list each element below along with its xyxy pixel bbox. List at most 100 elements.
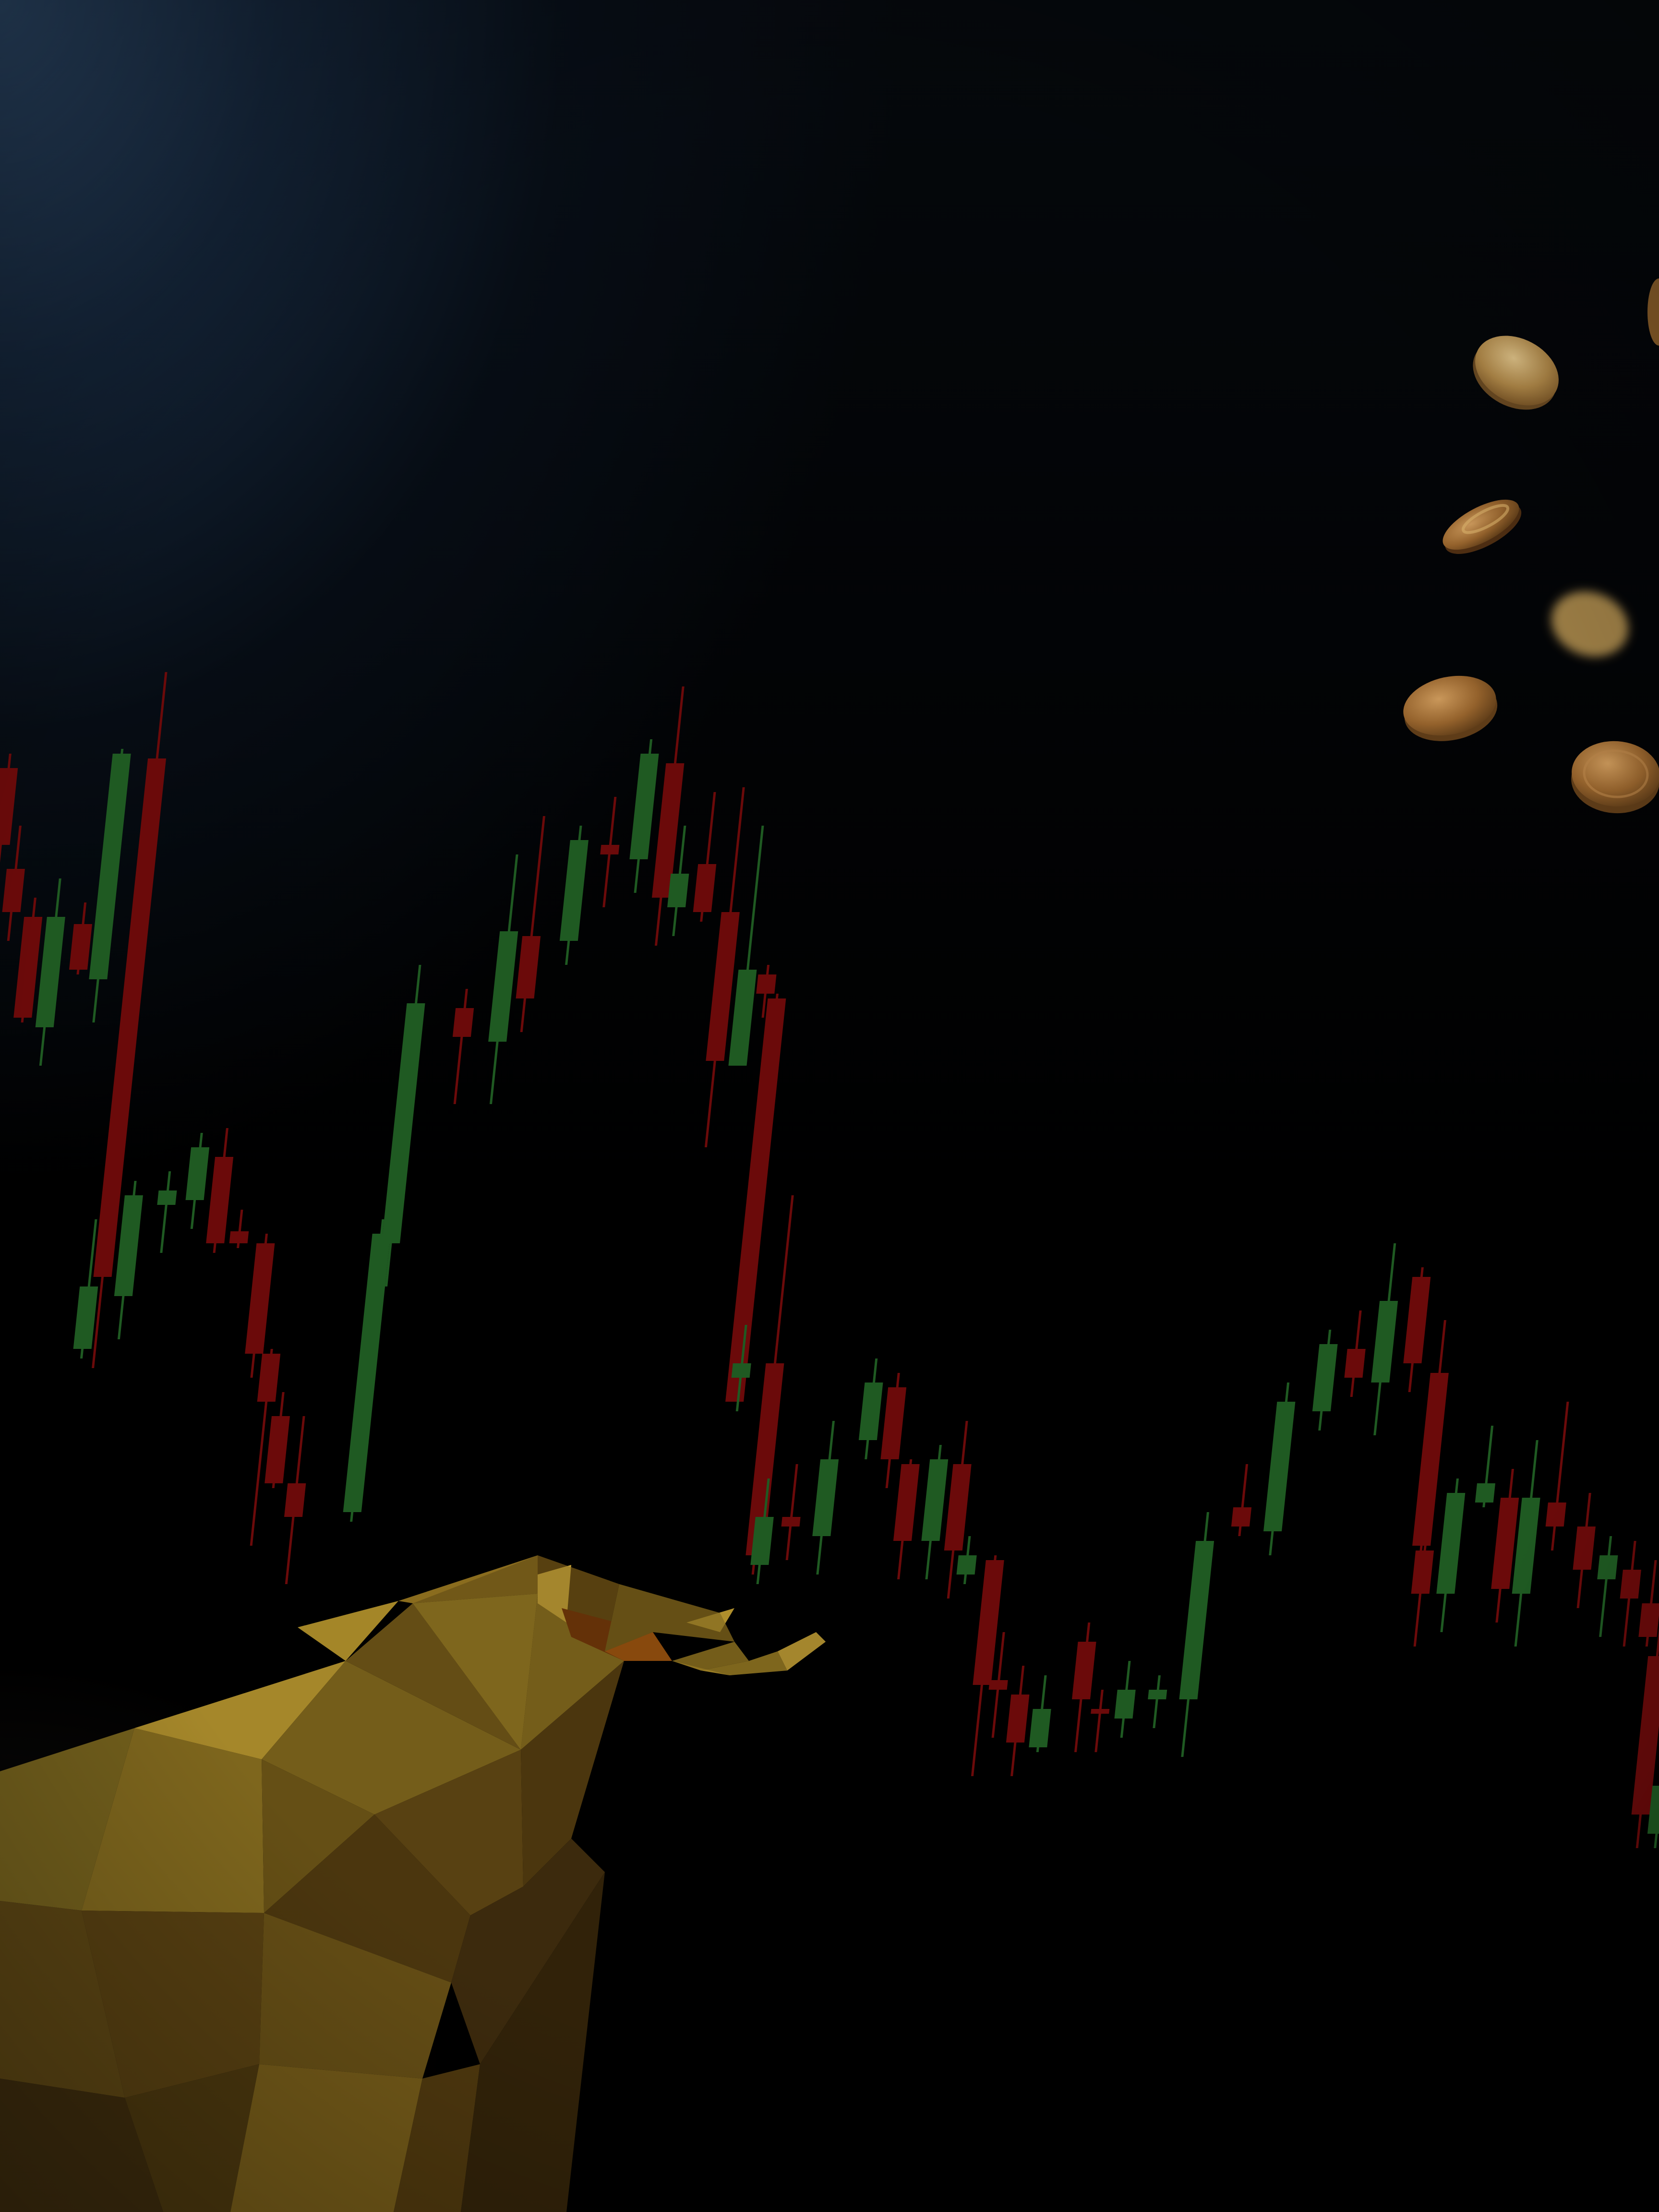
candle-bearish — [1072, 1623, 1096, 1752]
candle-bearish — [264, 1392, 290, 1488]
candle-bullish — [750, 1479, 774, 1584]
candle-body — [893, 1464, 920, 1541]
candle-bullish — [1371, 1243, 1398, 1435]
candle-bearish — [1412, 1320, 1449, 1555]
candle-body — [488, 931, 518, 1042]
candle-bullish — [1512, 1440, 1540, 1647]
candle-bearish — [0, 754, 18, 950]
candle-body — [1091, 1709, 1110, 1714]
coin-icon — [1403, 675, 1498, 741]
candle-body — [1148, 1690, 1167, 1699]
candle-body — [651, 763, 685, 898]
candle-bearish — [756, 965, 777, 1018]
candle-bearish — [1638, 1560, 1659, 1647]
bull-body — [0, 1555, 826, 2212]
candles-group — [0, 672, 1659, 1848]
candle-bearish — [944, 1421, 972, 1599]
candle-body — [1403, 1277, 1431, 1363]
candle-bullish — [1475, 1426, 1496, 1507]
candle-bearish — [452, 989, 474, 1104]
candle-body — [185, 1147, 210, 1200]
candle-bullish — [956, 1536, 977, 1584]
candle-bearish — [745, 1195, 794, 1575]
candle-bearish — [1631, 1579, 1659, 1848]
candle-body — [667, 874, 689, 907]
candle-bullish — [667, 826, 689, 936]
candle-bearish — [781, 1464, 801, 1560]
candle-body — [257, 1354, 281, 1402]
candle-bearish — [69, 902, 92, 974]
candle-body — [1344, 1349, 1366, 1378]
candle-bearish — [1231, 1464, 1252, 1536]
candle-body — [2, 869, 25, 912]
candle-body — [245, 1243, 275, 1354]
candle-bullish — [89, 749, 131, 1022]
candle-bearish — [1620, 1541, 1641, 1647]
candle-body — [1231, 1507, 1252, 1527]
candle-bullish — [1312, 1330, 1338, 1431]
candle-body — [73, 1286, 98, 1349]
candle-body — [1620, 1570, 1641, 1599]
candle-bearish — [1344, 1310, 1366, 1397]
candle-bullish — [1148, 1675, 1167, 1728]
candle-bullish — [73, 1219, 98, 1358]
candle-bearish — [880, 1373, 907, 1488]
candle-body — [1638, 1603, 1659, 1637]
candle-bearish — [988, 1632, 1008, 1738]
candle-body — [114, 1195, 143, 1296]
candle-bearish — [1491, 1469, 1519, 1623]
candle-bullish — [731, 1325, 751, 1411]
coin-icon — [1473, 336, 1559, 410]
candle-bearish — [651, 686, 685, 946]
candle-bearish — [284, 1416, 306, 1584]
candle-body — [1491, 1498, 1519, 1589]
candle-wick — [785, 1464, 798, 1560]
candle-body — [69, 924, 92, 970]
candle-body — [921, 1459, 949, 1541]
candle-body — [1371, 1301, 1398, 1382]
candle-bullish — [35, 878, 65, 1066]
candle-wick — [1094, 1690, 1104, 1752]
coin-icon — [1551, 591, 1629, 657]
candle-body — [382, 1003, 425, 1243]
coin-icon — [1571, 741, 1659, 814]
candle-wick — [160, 1171, 171, 1253]
candle-body — [956, 1555, 977, 1575]
candle-body — [1631, 1656, 1659, 1815]
candle-body — [1072, 1642, 1096, 1699]
candle-body — [1597, 1555, 1618, 1579]
candle-body — [750, 1517, 774, 1565]
candle-wick — [1599, 1536, 1612, 1637]
candle-bullish — [1179, 1512, 1214, 1757]
candle-body — [858, 1382, 883, 1440]
candle-body — [1029, 1709, 1051, 1747]
candle-body — [0, 768, 18, 845]
candle-bearish — [725, 994, 786, 1402]
candle-bearish — [250, 1349, 281, 1546]
coin-icon — [1647, 278, 1659, 346]
candle-bearish — [1411, 1531, 1434, 1647]
candle-body — [559, 840, 589, 941]
candle-body — [264, 1416, 290, 1483]
candle-body — [880, 1387, 907, 1459]
candle-body — [1573, 1527, 1596, 1570]
candle-bearish — [1006, 1666, 1030, 1776]
candle-bearish — [229, 1210, 249, 1248]
candle-bearish — [971, 1555, 1004, 1776]
candle-body — [781, 1517, 801, 1527]
candle-bearish — [516, 816, 545, 1032]
candle-bullish — [559, 826, 589, 965]
candle-bullish — [858, 1358, 883, 1459]
candle-bearish — [245, 1234, 275, 1378]
candle-bullish — [488, 854, 518, 1104]
candle-bearish — [893, 1459, 920, 1579]
candle-body — [812, 1459, 839, 1536]
candle-bearish — [2, 826, 25, 941]
candle-body — [1179, 1541, 1214, 1699]
candle-bearish — [1573, 1493, 1596, 1608]
candle-body — [725, 998, 786, 1402]
candle-body — [1545, 1503, 1566, 1527]
